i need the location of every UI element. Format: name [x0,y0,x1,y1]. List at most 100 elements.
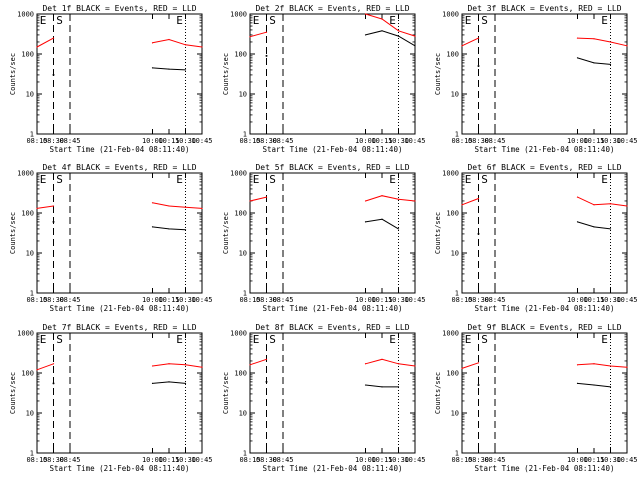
y-tick-label: 10 [451,91,459,99]
data-point-lld [249,36,251,38]
flag-label: E [389,14,396,27]
series-line-lld [152,38,203,48]
data-point-events [576,382,579,384]
x-tick-label: 10:45 [191,137,212,145]
data-point-lld [397,363,400,365]
data-point-lld [36,207,38,210]
x-tick-label: 10:45 [616,296,637,304]
x-tick-label: 08:30 [468,137,489,145]
flag-label: E [601,333,608,346]
x-tick-label: 10:30 [600,456,621,464]
x-tick-label: 08:45 [59,296,80,304]
y-axis-label: Counts/sec [222,212,230,254]
x-tick-label: 10:30 [600,137,621,145]
series-line-lld [365,195,416,202]
data-point-events [593,384,595,386]
data-point-lld [364,13,367,15]
panel-title: Det 7f BLACK = Events, RED = LLD [42,323,196,332]
data-point-lld [36,46,38,48]
y-tick-label: 1000 [442,170,459,178]
flag-label: E [176,333,183,346]
y-tick-label: 1000 [230,330,247,338]
data-point-events [609,228,612,230]
data-point-lld [364,363,367,365]
data-point-events [477,65,480,67]
x-tick-label: 10:45 [404,456,425,464]
x-tick-label: 10:15 [158,456,179,464]
y-tick-label: 1 [243,131,247,139]
x-tick-label: 10:00 [567,137,588,145]
x-tick-label: 08:15 [239,296,260,304]
data-point-lld [36,369,38,371]
data-point-lld [52,363,55,365]
data-point-lld [151,365,154,367]
x-axis-label: Start Time (21-Feb-04 08:11:40) [475,464,615,473]
y-tick-label: 100 [446,51,459,59]
panel-det-8: Det 8f BLACK = Events, RED = LLD 1 10 100 10… [222,323,426,473]
x-tick-label: 10:00 [355,137,376,145]
panel-det-9: Det 9f BLACK = Events, RED = LLD 1 10 100 10… [434,323,638,473]
data-point-lld [626,205,628,207]
data-point-events [52,382,55,384]
x-tick-label: 08:30 [256,137,277,145]
panel-det-4: Det 4f BLACK = Events, RED = LLD 1 10 100 10… [9,163,213,313]
data-point-lld [461,45,463,47]
y-axis-label: Counts/sec [9,212,17,254]
plot-frame [36,332,203,454]
data-point-lld [397,198,400,200]
y-tick-label: 10 [26,410,34,418]
y-tick-label: 1000 [17,11,34,19]
data-point-events [397,386,400,388]
flag-label: S [481,173,488,186]
flag-label: E [601,173,608,186]
x-axis-label: Start Time (21-Feb-04 08:11:40) [263,464,403,473]
data-point-lld [593,204,595,206]
series-line-lld [249,196,267,202]
plot-frame [461,172,628,294]
y-tick-label: 1000 [17,330,34,338]
data-point-lld [265,31,268,33]
x-tick-label: 10:15 [371,296,392,304]
y-tick-label: 10 [451,250,459,258]
data-point-events [265,228,268,230]
data-point-events [381,386,383,388]
plot-frame [249,332,416,454]
data-point-lld [414,365,416,367]
data-point-events [381,30,383,32]
data-point-events [477,233,480,235]
data-point-events [184,69,187,71]
panel-det-2: Det 2f BLACK = Events, RED = LLD 1 10 100 10… [222,4,426,154]
plot-frame [249,13,416,135]
data-point-events [593,226,595,228]
flag-label: S [481,14,488,27]
plot-frame [461,13,628,135]
x-tick-label: 10:30 [388,137,409,145]
data-point-lld [477,362,480,364]
series-line-lld [249,358,267,366]
data-point-lld [381,195,383,197]
series-line-lld [365,13,416,37]
data-point-lld [461,204,463,206]
y-axis-label: Counts/sec [9,53,17,95]
y-tick-label: 1 [30,131,34,139]
x-tick-label: 08:45 [272,456,293,464]
data-point-events [265,381,268,383]
x-tick-label: 10:30 [388,456,409,464]
x-tick-label: 08:15 [239,137,260,145]
panel-title: Det 9f BLACK = Events, RED = LLD [467,323,621,332]
data-point-events [364,221,367,223]
data-point-lld [397,30,400,32]
y-axis-label: Counts/sec [434,53,442,95]
panel-title: Det 5f BLACK = Events, RED = LLD [255,163,409,172]
series-line-lld [577,363,628,368]
data-point-events [151,226,154,228]
data-point-events [414,45,416,47]
data-point-events [168,381,170,383]
data-point-lld [576,364,579,366]
data-point-lld [151,42,154,44]
data-point-lld [414,200,416,202]
flag-label: E [601,14,608,27]
data-point-lld [576,196,579,198]
x-tick-label: 08:15 [451,456,472,464]
x-tick-label: 10:30 [175,137,196,145]
